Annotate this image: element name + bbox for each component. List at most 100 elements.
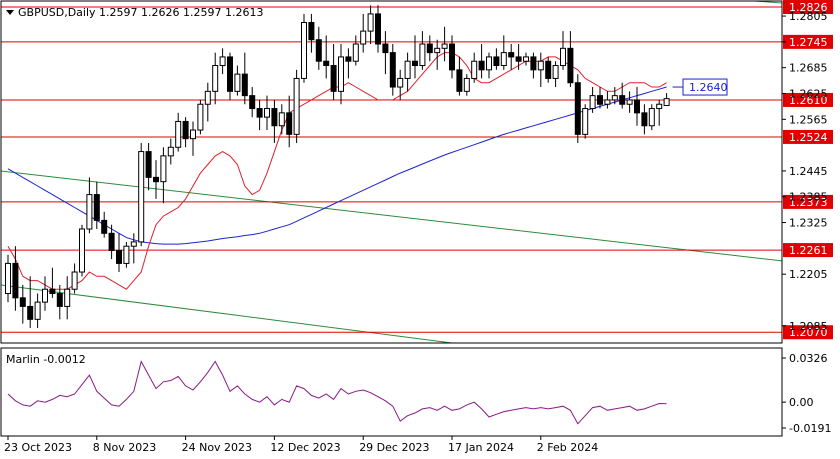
candle[interactable] xyxy=(619,82,626,109)
candle[interactable] xyxy=(227,52,233,100)
candle[interactable] xyxy=(123,241,130,268)
candle[interactable] xyxy=(116,233,122,273)
candle[interactable] xyxy=(493,48,500,70)
candle[interactable] xyxy=(323,35,330,79)
candle[interactable] xyxy=(367,5,374,45)
candle[interactable] xyxy=(552,61,559,88)
candle[interactable] xyxy=(204,82,211,122)
candle[interactable] xyxy=(611,87,618,105)
candle[interactable] xyxy=(330,44,337,100)
candle[interactable] xyxy=(404,52,411,92)
candle[interactable] xyxy=(567,31,574,88)
candle[interactable] xyxy=(101,211,108,238)
candle[interactable] xyxy=(641,104,648,135)
candle[interactable] xyxy=(241,52,248,105)
candle[interactable] xyxy=(463,74,470,96)
candle[interactable] xyxy=(264,95,270,131)
candle[interactable] xyxy=(34,293,41,328)
candle[interactable] xyxy=(19,284,26,324)
candle[interactable] xyxy=(412,35,418,79)
candle[interactable] xyxy=(523,52,529,66)
candle[interactable] xyxy=(301,13,307,83)
candle[interactable] xyxy=(345,48,352,79)
candle[interactable] xyxy=(515,44,522,70)
candle[interactable] xyxy=(574,74,581,143)
candle[interactable] xyxy=(271,99,278,143)
candle[interactable] xyxy=(648,104,655,131)
candle[interactable] xyxy=(471,52,478,83)
candle[interactable] xyxy=(545,56,552,83)
candle[interactable] xyxy=(64,276,71,320)
candle[interactable] xyxy=(153,160,159,199)
candle[interactable] xyxy=(375,5,381,53)
candle[interactable] xyxy=(663,93,670,107)
candle[interactable] xyxy=(93,181,100,229)
candle[interactable] xyxy=(219,48,226,75)
candle[interactable] xyxy=(352,35,359,66)
candle[interactable] xyxy=(656,99,663,126)
candle[interactable] xyxy=(537,52,544,88)
candle[interactable] xyxy=(360,13,367,53)
candle[interactable] xyxy=(426,35,433,62)
candle[interactable] xyxy=(130,233,137,264)
candle[interactable] xyxy=(382,31,389,75)
candle[interactable] xyxy=(249,87,256,118)
candle[interactable] xyxy=(278,104,285,135)
candle[interactable] xyxy=(397,69,404,100)
candle[interactable] xyxy=(42,276,48,311)
candle[interactable] xyxy=(5,254,11,303)
candle[interactable] xyxy=(560,31,566,70)
candle[interactable] xyxy=(108,224,115,260)
candle[interactable] xyxy=(604,91,611,109)
candle[interactable] xyxy=(234,65,241,96)
candle[interactable] xyxy=(12,246,19,311)
candle[interactable] xyxy=(582,104,589,139)
candle[interactable] xyxy=(160,147,167,204)
candle[interactable] xyxy=(389,44,396,96)
candle[interactable] xyxy=(597,87,603,109)
candle[interactable] xyxy=(49,267,56,298)
candle[interactable] xyxy=(441,26,448,62)
candle-body xyxy=(323,60,330,67)
candle[interactable] xyxy=(182,117,189,148)
candle[interactable] xyxy=(145,142,152,191)
candle[interactable] xyxy=(508,44,515,70)
candle[interactable] xyxy=(27,276,34,328)
candle-body xyxy=(552,65,559,79)
candle[interactable] xyxy=(419,31,426,70)
candle[interactable] xyxy=(212,52,219,105)
trendline-2[interactable] xyxy=(1,284,453,343)
candle-body xyxy=(530,56,537,71)
candle[interactable] xyxy=(530,52,537,79)
candle[interactable] xyxy=(589,87,596,113)
candle[interactable] xyxy=(434,39,441,70)
candle[interactable] xyxy=(293,69,300,143)
candle[interactable] xyxy=(308,13,315,53)
candle[interactable] xyxy=(456,56,463,96)
candle[interactable] xyxy=(138,142,145,247)
candle[interactable] xyxy=(175,112,182,152)
y-tick-label-1.2085: 1.2085 xyxy=(789,320,828,333)
candle[interactable] xyxy=(71,263,78,294)
candle[interactable] xyxy=(478,44,485,79)
candle[interactable] xyxy=(256,99,263,131)
candle[interactable] xyxy=(486,52,492,79)
candle[interactable] xyxy=(500,35,507,70)
candle[interactable] xyxy=(197,99,204,135)
candle[interactable] xyxy=(449,35,455,79)
candle[interactable] xyxy=(626,91,633,113)
candle[interactable] xyxy=(190,121,196,156)
candle[interactable] xyxy=(167,138,174,165)
level-tag-1.2070 xyxy=(783,325,833,340)
candle-body xyxy=(641,112,648,127)
candle[interactable] xyxy=(86,177,93,234)
candle[interactable] xyxy=(79,224,85,277)
candle[interactable] xyxy=(338,44,344,105)
collapse-triangle-icon[interactable] xyxy=(6,10,14,15)
candle[interactable] xyxy=(56,284,63,320)
trendline-1[interactable] xyxy=(1,170,785,262)
candle[interactable] xyxy=(634,87,640,126)
candle[interactable] xyxy=(286,95,293,148)
candle[interactable] xyxy=(315,26,322,70)
